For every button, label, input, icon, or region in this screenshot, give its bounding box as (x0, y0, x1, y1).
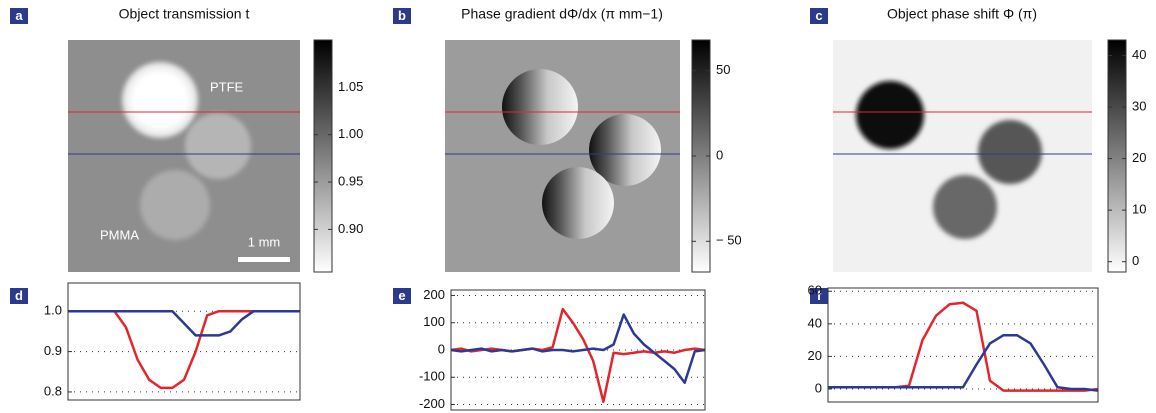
colorbar-tick-label: 1.05 (338, 79, 363, 94)
plot-frame (450, 289, 706, 411)
panel-letter: a (15, 8, 23, 23)
y-tick-label: 1.0 (44, 303, 62, 318)
y-tick-label: 100 (423, 314, 445, 329)
colorbar (1107, 39, 1127, 273)
colorbar-tick-label: 50 (716, 62, 730, 77)
y-tick-label: 40 (808, 315, 822, 330)
colorbar (313, 39, 333, 273)
colorbar-tick-label: 0.95 (338, 173, 363, 188)
image-b (445, 40, 680, 272)
panel-title: Phase gradient dΦ/dx (π mm−1) (461, 6, 663, 22)
panel-letter-box (810, 288, 828, 304)
y-tick-label: 60 (808, 283, 822, 298)
y-tick-label: 20 (808, 348, 822, 363)
panel-letter: b (398, 8, 406, 23)
panel-letter-box (10, 288, 28, 304)
colorbar-tick-label: 30 (1132, 98, 1146, 113)
panel-letter: c (815, 8, 822, 23)
series-line (450, 313, 706, 384)
colorbar-tick-label: 40 (1132, 47, 1146, 62)
y-tick-label: -200 (419, 396, 445, 411)
y-tick-label: 0 (438, 341, 445, 356)
annotation: PMMA (100, 227, 139, 242)
series-line (450, 307, 706, 404)
y-tick-label: -100 (419, 369, 445, 384)
series-line (828, 333, 1099, 392)
panel-letter-box (10, 8, 28, 24)
colorbar-tick-label: 1.00 (338, 126, 363, 141)
colorbar-tick-label: 0.90 (338, 221, 363, 236)
panel-title: Object phase shift Φ (π) (887, 6, 1037, 22)
image-a (68, 40, 300, 272)
panel-letter: f (817, 288, 822, 303)
colorbar-tick-label: 0 (1132, 253, 1139, 268)
colorbar-tick-label: 20 (1132, 150, 1146, 165)
annotation: 1 mm (248, 234, 281, 249)
panel-letter-box (393, 288, 411, 304)
panel-letter: d (15, 288, 23, 303)
panel-title: Object transmission t (119, 6, 250, 22)
colorbar-tick-label: 10 (1132, 202, 1146, 217)
annotation: PTFE (210, 79, 244, 94)
panel-letter-box (393, 8, 411, 24)
colorbar-tick-label: − 50 (716, 233, 742, 248)
y-tick-label: 0 (815, 380, 822, 395)
y-tick-label: 200 (423, 287, 445, 302)
plot-frame (67, 282, 301, 401)
y-tick-label: 0.8 (44, 383, 62, 398)
panel-letter-box (810, 8, 828, 24)
image-c (833, 40, 1092, 272)
y-tick-label: 0.9 (44, 343, 62, 358)
series-line (828, 301, 1099, 392)
series-line (68, 309, 300, 337)
panel-letter: e (398, 288, 405, 303)
plot-frame (827, 287, 1099, 403)
colorbar-tick-label: 0 (716, 147, 723, 162)
